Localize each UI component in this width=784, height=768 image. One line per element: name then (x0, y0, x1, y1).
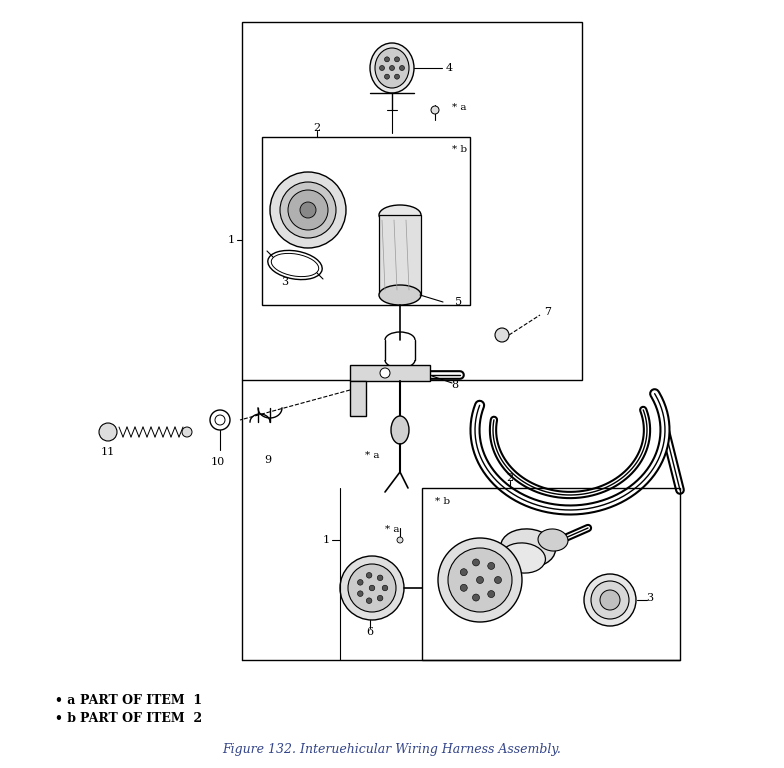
Circle shape (384, 57, 390, 62)
Text: 7: 7 (545, 307, 551, 317)
Circle shape (377, 575, 383, 581)
Circle shape (358, 591, 363, 597)
Circle shape (488, 591, 495, 598)
Circle shape (460, 568, 467, 576)
Circle shape (382, 585, 388, 591)
Circle shape (366, 598, 372, 604)
Bar (350, 365, 430, 381)
Circle shape (182, 427, 192, 437)
Circle shape (280, 182, 336, 238)
Text: Figure 132. Interuehicular Wiring Harness Assembly.: Figure 132. Interuehicular Wiring Harnes… (223, 743, 561, 756)
Circle shape (495, 577, 502, 584)
Text: PART OF ITEM  2: PART OF ITEM 2 (80, 711, 202, 724)
Ellipse shape (375, 48, 409, 88)
Bar (379, 215, 421, 295)
Bar (350, 381, 366, 416)
Circle shape (394, 74, 400, 79)
Circle shape (270, 172, 346, 248)
Circle shape (358, 580, 363, 585)
Ellipse shape (391, 416, 409, 444)
Text: * a: * a (452, 104, 466, 112)
Circle shape (300, 202, 316, 218)
Circle shape (438, 538, 522, 622)
Text: 2: 2 (506, 473, 514, 483)
Ellipse shape (500, 529, 555, 567)
Circle shape (380, 368, 390, 378)
Text: 1: 1 (228, 235, 235, 245)
Text: PART OF ITEM  1: PART OF ITEM 1 (80, 694, 202, 707)
Text: 10: 10 (211, 457, 225, 467)
Circle shape (384, 74, 390, 79)
Text: • a: • a (55, 694, 75, 707)
Ellipse shape (379, 285, 421, 305)
Ellipse shape (370, 43, 414, 93)
Circle shape (397, 537, 403, 543)
Text: 2: 2 (314, 123, 321, 133)
Circle shape (448, 548, 512, 612)
Bar (262, 137, 470, 305)
Circle shape (473, 594, 480, 601)
Circle shape (600, 590, 620, 610)
Text: 4: 4 (445, 63, 452, 73)
Text: 11: 11 (101, 447, 115, 457)
Bar (422, 488, 680, 660)
Text: 9: 9 (264, 455, 271, 465)
Bar (242, 22, 582, 380)
Circle shape (379, 65, 384, 71)
Circle shape (348, 564, 396, 612)
Text: * b: * b (452, 145, 467, 154)
Circle shape (369, 585, 375, 591)
Circle shape (390, 65, 394, 71)
Circle shape (495, 328, 509, 342)
Ellipse shape (500, 543, 546, 573)
Ellipse shape (379, 205, 421, 225)
Circle shape (400, 65, 405, 71)
Text: 1: 1 (323, 535, 330, 545)
Circle shape (460, 584, 467, 591)
Circle shape (377, 595, 383, 601)
Circle shape (477, 577, 484, 584)
Circle shape (488, 562, 495, 569)
Circle shape (366, 572, 372, 578)
Circle shape (394, 57, 400, 62)
Text: * b: * b (435, 498, 450, 507)
Circle shape (431, 106, 439, 114)
Text: * a: * a (365, 451, 380, 459)
Text: 8: 8 (452, 380, 459, 390)
Text: • b: • b (55, 711, 76, 724)
Circle shape (591, 581, 629, 619)
Circle shape (584, 574, 636, 626)
Ellipse shape (538, 529, 568, 551)
Text: * a: * a (385, 525, 400, 535)
Text: 3: 3 (281, 277, 289, 287)
Text: 3: 3 (647, 593, 654, 603)
Circle shape (99, 423, 117, 441)
Text: 6: 6 (366, 627, 373, 637)
Circle shape (288, 190, 328, 230)
Circle shape (340, 556, 404, 620)
Text: 5: 5 (455, 297, 462, 307)
Circle shape (473, 559, 480, 566)
